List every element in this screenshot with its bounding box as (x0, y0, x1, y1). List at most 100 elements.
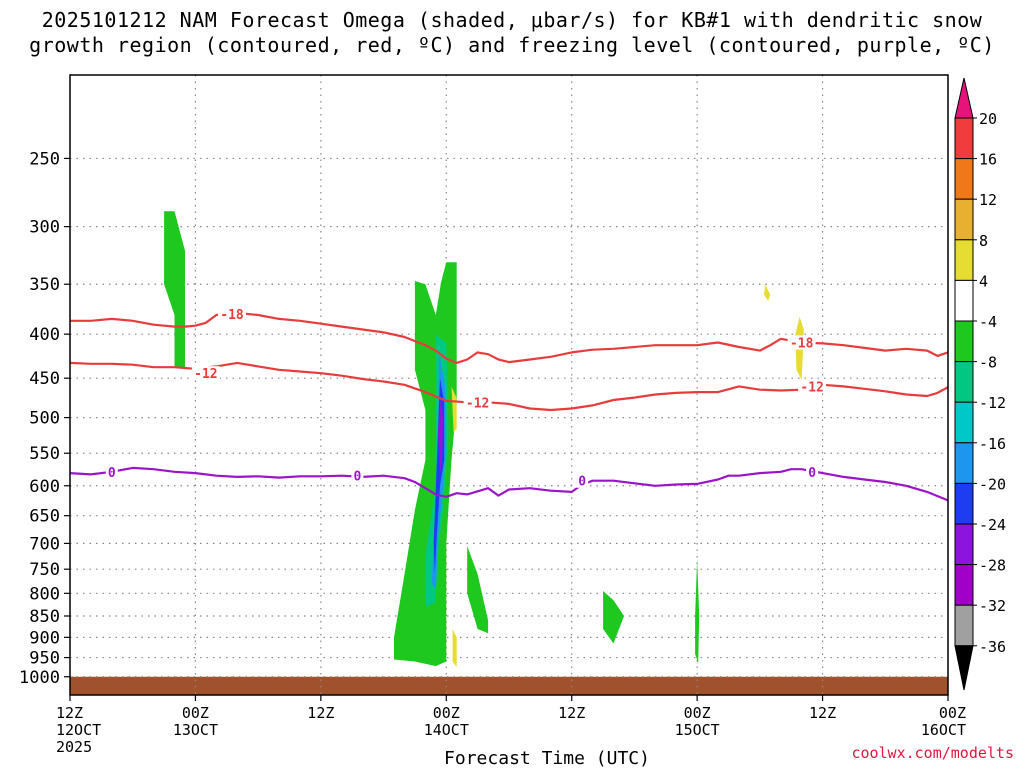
omega-region (164, 211, 185, 369)
colorbar-bin (954, 482, 974, 525)
colorbar-label: -24 (979, 516, 1006, 534)
contour-label: 0 (808, 466, 816, 481)
y-tick-label: 650 (29, 507, 60, 527)
x-tick-label: 12OCT (56, 721, 101, 739)
site-credit: coolwx.com/modelts (851, 744, 1014, 762)
x-tick-label: 00Z (684, 704, 711, 722)
colorbar-bin (954, 523, 974, 566)
x-tick-label: 13OCT (173, 721, 218, 739)
colorbar-bin (954, 117, 974, 160)
contour-label: 0 (354, 470, 362, 485)
omega-region (603, 591, 624, 644)
x-tick-label: 15OCT (675, 721, 720, 739)
x-axis-label: Forecast Time (UTC) (444, 748, 650, 768)
omega-region (451, 386, 457, 433)
x-tick-label: 00Z (182, 704, 209, 722)
colorbar-label: -20 (979, 475, 1006, 493)
plot-frame (69, 74, 949, 696)
colorbar-bin (954, 198, 974, 241)
contour-label: 0 (108, 466, 116, 481)
colorbar-bin (954, 279, 974, 322)
contour-line (69, 466, 949, 502)
contour-label-bg (351, 468, 364, 483)
y-tick-label: 750 (29, 560, 60, 580)
omega-region (764, 284, 771, 301)
x-tick-label: 00Z (939, 704, 966, 722)
contour-label-bg (806, 464, 819, 479)
colorbar-label: -32 (979, 597, 1006, 615)
x-tick-label: 12Z (558, 704, 585, 722)
y-tick-label: 800 (29, 584, 60, 604)
contour-label: -12 (800, 380, 823, 395)
contour-label-bg (463, 395, 492, 410)
y-tick-label: 350 (29, 275, 60, 295)
omega-region (437, 394, 444, 474)
colorbar-bin (954, 604, 974, 647)
colorbar-label: 16 (979, 151, 997, 169)
colorbar-bin (954, 564, 974, 606)
contour-label-bg (787, 335, 816, 350)
colorbar-bin (954, 320, 974, 363)
colorbar-label: -12 (979, 394, 1006, 412)
colorbar-label: -4 (979, 313, 997, 331)
colorbar-bottom-arrow (954, 645, 974, 691)
y-tick-label: 450 (29, 369, 60, 389)
colorbar-bin (954, 442, 974, 484)
y-tick-label: 850 (29, 607, 60, 627)
x-tick-label: 12Z (307, 704, 334, 722)
contour-label-bg (105, 464, 118, 479)
y-tick-label: 900 (29, 628, 60, 648)
y-tick-label: 950 (29, 649, 60, 669)
contour-label-bg (191, 366, 220, 381)
colorbar-label: 12 (979, 191, 997, 209)
chart-title-line-1: 2025101212 NAM Forecast Omega (shaded, μ… (41, 8, 983, 32)
x-tick-label: 16OCT (921, 721, 966, 739)
omega-shaded-regions (164, 211, 804, 668)
colorbar-top-arrow (954, 77, 974, 119)
contour-label: -12 (194, 367, 217, 382)
ground-layer (70, 676, 948, 695)
colorbar-label: -36 (979, 638, 1006, 656)
x-tick-label: 00Z (433, 704, 460, 722)
y-tick-label: 550 (29, 444, 60, 464)
contour-label: 0 (578, 475, 586, 490)
y-tick-label: 700 (29, 534, 60, 554)
contour-lines: -18 -18 -12 -12 -12 0 0 0 0 (69, 306, 949, 502)
x-tick-label: 12Z (56, 704, 83, 722)
contour-label: -12 (466, 396, 489, 411)
y-tick-label: 1000 (19, 668, 60, 688)
colorbar-bin (954, 401, 974, 444)
contour-label-bg (576, 473, 589, 488)
omega-region (394, 262, 457, 667)
colorbar-bin (954, 361, 974, 403)
contour-label-bg (798, 379, 827, 394)
colorbar-label: 4 (979, 272, 988, 290)
colorbar-label: -28 (979, 557, 1006, 575)
x-tick-label: 2025 (56, 738, 92, 756)
colorbar-bin (954, 239, 974, 281)
colorbar: 20 16 12 8 4 -4 -8 -12 -16 -20 -24 -28 -32 -36 (954, 77, 1006, 691)
ground-fill (70, 676, 948, 695)
y-tick-label: 600 (29, 477, 60, 497)
contour-label: -18 (220, 308, 244, 323)
omega-region (695, 559, 700, 664)
colorbar-bin (954, 158, 974, 200)
contour-line (70, 311, 949, 364)
y-tick-label: 400 (29, 325, 60, 345)
colorbar-label: 20 (979, 110, 997, 128)
omega-region (452, 629, 457, 668)
colorbar-label: -16 (979, 435, 1006, 453)
x-tick-label: 14OCT (424, 721, 469, 739)
colorbar-label: 8 (979, 232, 988, 250)
chart-title-line-2: growth region (contoured, red, ºC) and f… (29, 33, 995, 57)
contour-label-bg (218, 306, 247, 321)
omega-region (467, 546, 489, 634)
colorbar-label: -8 (979, 354, 997, 372)
y-tick-label: 300 (29, 218, 60, 238)
x-tick-label: 12Z (809, 704, 836, 722)
y-tick-label: 500 (29, 409, 60, 429)
y-tick-label: 250 (29, 149, 60, 169)
axes: 2503003504004505005506006507007508008509… (19, 74, 966, 756)
contour-label: -18 (790, 336, 814, 351)
